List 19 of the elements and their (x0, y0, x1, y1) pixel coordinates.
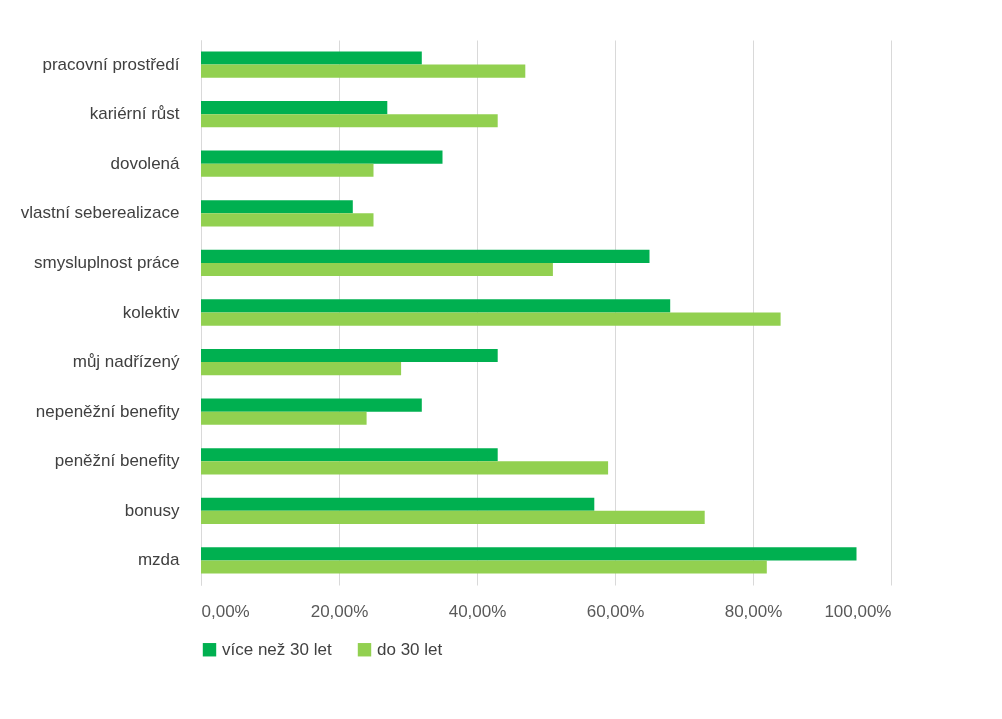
y-tick-label: mzda (137, 550, 181, 570)
x-tick-label: 20,00% (310, 601, 369, 621)
y-tick-label: vlastní seberealizace (20, 203, 180, 223)
x-tick-label: 60,00% (586, 601, 645, 621)
y-tick-label: peněžní benefity (54, 451, 180, 471)
y-tick-label: dovolená (110, 153, 181, 173)
x-tick-label: 80,00% (724, 601, 783, 621)
y-tick-label: kariérní růst (89, 104, 180, 124)
y-tick-label: bonusy (124, 500, 180, 520)
y-tick-label: pracovní prostředí (42, 54, 180, 74)
x-tick-label: 0,00% (201, 601, 250, 621)
y-tick-label: nepeněžní benefity (35, 401, 180, 421)
y-tick-label: můj nadřízený (72, 352, 180, 372)
y-tick-label: kolektiv (122, 302, 180, 322)
x-tick-label: 40,00% (448, 601, 507, 621)
x-tick-label: 100,00% (824, 601, 892, 621)
y-tick-label: smysluplnost práce (33, 252, 180, 272)
legend-label: více než 30 let (222, 639, 332, 659)
legend-label: do 30 let (377, 639, 443, 659)
